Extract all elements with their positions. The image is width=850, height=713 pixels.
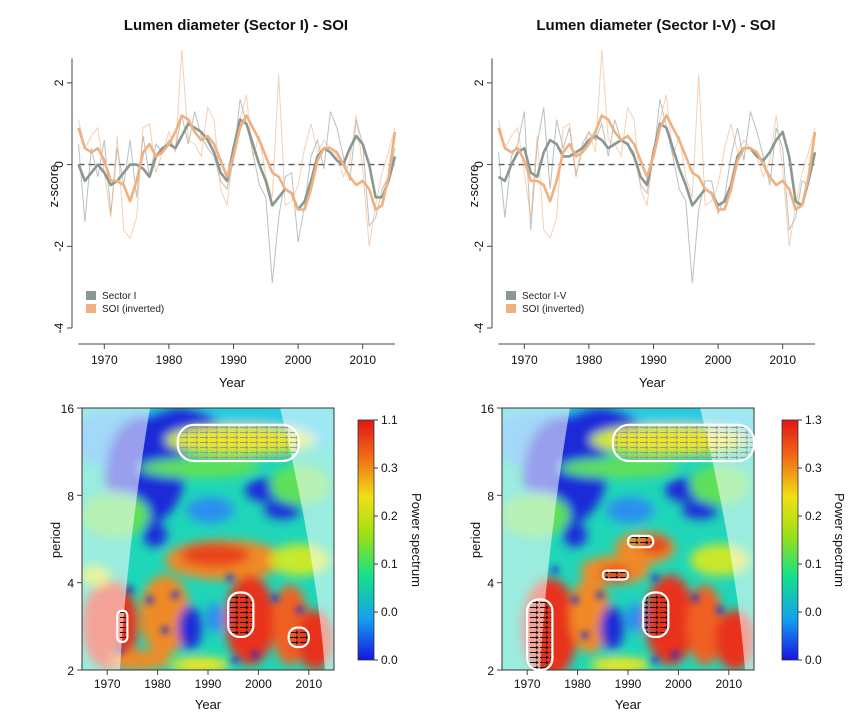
colorbar-tick-label: 0.0 xyxy=(805,605,822,619)
significance-region xyxy=(287,626,310,649)
colorbar-tick-label: 0.3 xyxy=(381,461,398,475)
x-tick-label: 1990 xyxy=(615,677,642,691)
colorbar-tick-label: 0.0 xyxy=(805,653,822,667)
x-tick-label: 1990 xyxy=(195,677,222,691)
chart-title: Lumen diameter (Sector I-V) - SOI xyxy=(536,17,775,34)
legend-swatch xyxy=(86,304,96,313)
colorbar-tick-label: 0.3 xyxy=(805,461,822,475)
legend-swatch xyxy=(506,304,516,313)
y-tick-label: -4 xyxy=(52,322,66,333)
y-tick-label: -4 xyxy=(472,322,486,333)
x-tick-label: 2010 xyxy=(349,353,376,367)
cone-of-influence-left xyxy=(502,408,570,670)
colorbar-tick-label: 0.1 xyxy=(381,557,398,571)
x-tick-label: 2010 xyxy=(295,677,322,691)
x-tick-label: 2000 xyxy=(705,353,732,367)
y-axis-label: period xyxy=(468,522,483,558)
x-axis-label: Year xyxy=(195,697,222,712)
legend-label: SOI (inverted) xyxy=(102,304,164,315)
x-tick-label: 2010 xyxy=(715,677,742,691)
legend-swatch xyxy=(86,291,96,300)
significance-contours xyxy=(526,423,756,672)
y-tick-label: 2 xyxy=(487,664,494,678)
y-tick-label: -2 xyxy=(52,241,66,252)
y-tick-label: 0 xyxy=(472,161,486,168)
legend-label: Sector I xyxy=(102,291,136,302)
legend-swatch xyxy=(506,291,516,300)
x-tick-label: 1980 xyxy=(156,353,183,367)
y-tick-label: 2 xyxy=(472,79,486,86)
wavelet-panel-sector-i-v: period Year Power spectrum 2 4 8 16 1970 1980… xyxy=(468,402,847,712)
significance-contours xyxy=(116,423,310,649)
colorbar-tick-label: 0.2 xyxy=(381,509,398,523)
series-line-smoothed xyxy=(497,114,817,211)
y-tick-label: 2 xyxy=(52,79,66,86)
series-line-smoothed xyxy=(77,114,397,211)
cone-of-influence-right xyxy=(700,408,754,670)
x-tick-label: 1980 xyxy=(564,677,591,691)
colorbar-tick-label: 0.2 xyxy=(805,509,822,523)
x-tick-label: 1980 xyxy=(144,677,171,691)
legend-label: Sector I-V xyxy=(522,291,567,302)
colorbar-tick-label: 0.0 xyxy=(381,653,398,667)
x-axis-label: Year xyxy=(615,697,642,712)
series-line-annual xyxy=(498,99,816,284)
x-tick-label: 2010 xyxy=(769,353,796,367)
x-axis-label: Year xyxy=(219,375,246,390)
chart-title: Lumen diameter (Sector I) - SOI xyxy=(124,17,348,34)
y-axis-label: z-score xyxy=(46,165,61,208)
y-tick-label: -2 xyxy=(472,241,486,252)
series-line-annual xyxy=(78,50,396,247)
colorbar-tick-label: 0.1 xyxy=(805,557,822,571)
y-tick-label: 16 xyxy=(61,402,75,416)
x-tick-label: 1970 xyxy=(514,677,541,691)
x-tick-label: 2000 xyxy=(285,353,312,367)
x-tick-label: 1980 xyxy=(576,353,603,367)
significance-region xyxy=(227,591,255,639)
x-tick-label: 1990 xyxy=(640,353,667,367)
cone-of-influence-left xyxy=(82,408,150,670)
significance-region xyxy=(526,598,554,672)
x-tick-label: 1970 xyxy=(511,353,538,367)
cone-of-influence-right xyxy=(280,408,334,670)
x-tick-label: 1990 xyxy=(220,353,247,367)
x-tick-label: 1970 xyxy=(94,677,121,691)
y-tick-label: 4 xyxy=(67,577,74,591)
significance-region xyxy=(642,591,670,639)
x-tick-label: 2000 xyxy=(245,677,272,691)
colorbar-tick-label: 1.3 xyxy=(805,413,822,427)
significance-region xyxy=(176,423,300,463)
y-tick-label: 16 xyxy=(481,402,495,416)
y-tick-label: 4 xyxy=(487,577,494,591)
colorbar-label: Power spectrum xyxy=(832,493,847,587)
x-tick-label: 2000 xyxy=(665,677,692,691)
colorbar-tick-label: 1.1 xyxy=(381,413,398,427)
y-tick-label: 2 xyxy=(67,664,74,678)
y-tick-label: 8 xyxy=(487,489,494,503)
wavelet-panel-sector-i: period Year Power spectrum 2 4 8 16 1970 1980… xyxy=(48,402,424,712)
significance-region xyxy=(611,423,756,463)
significance-region xyxy=(626,534,655,549)
significance-region xyxy=(601,569,630,581)
significance-region xyxy=(116,609,129,643)
colorbar xyxy=(357,419,375,661)
legend-label: SOI (inverted) xyxy=(522,304,584,315)
series-line-smoothed xyxy=(77,118,397,211)
line-panel-sector-i: Lumen diameter (Sector I) - SOI z-score … xyxy=(46,17,397,390)
colorbar-tick-label: 0.0 xyxy=(381,605,398,619)
x-tick-label: 1970 xyxy=(91,353,118,367)
x-axis-label: Year xyxy=(639,375,666,390)
colorbar-label: Power spectrum xyxy=(409,493,424,587)
y-axis-label: z-score xyxy=(466,165,481,208)
line-panel-sector-i-v: Lumen diameter (Sector I-V) - SOI z-scor… xyxy=(466,17,817,390)
colorbar xyxy=(781,419,799,661)
y-axis-label: period xyxy=(48,522,63,558)
y-tick-label: 0 xyxy=(52,161,66,168)
y-tick-label: 8 xyxy=(67,489,74,503)
